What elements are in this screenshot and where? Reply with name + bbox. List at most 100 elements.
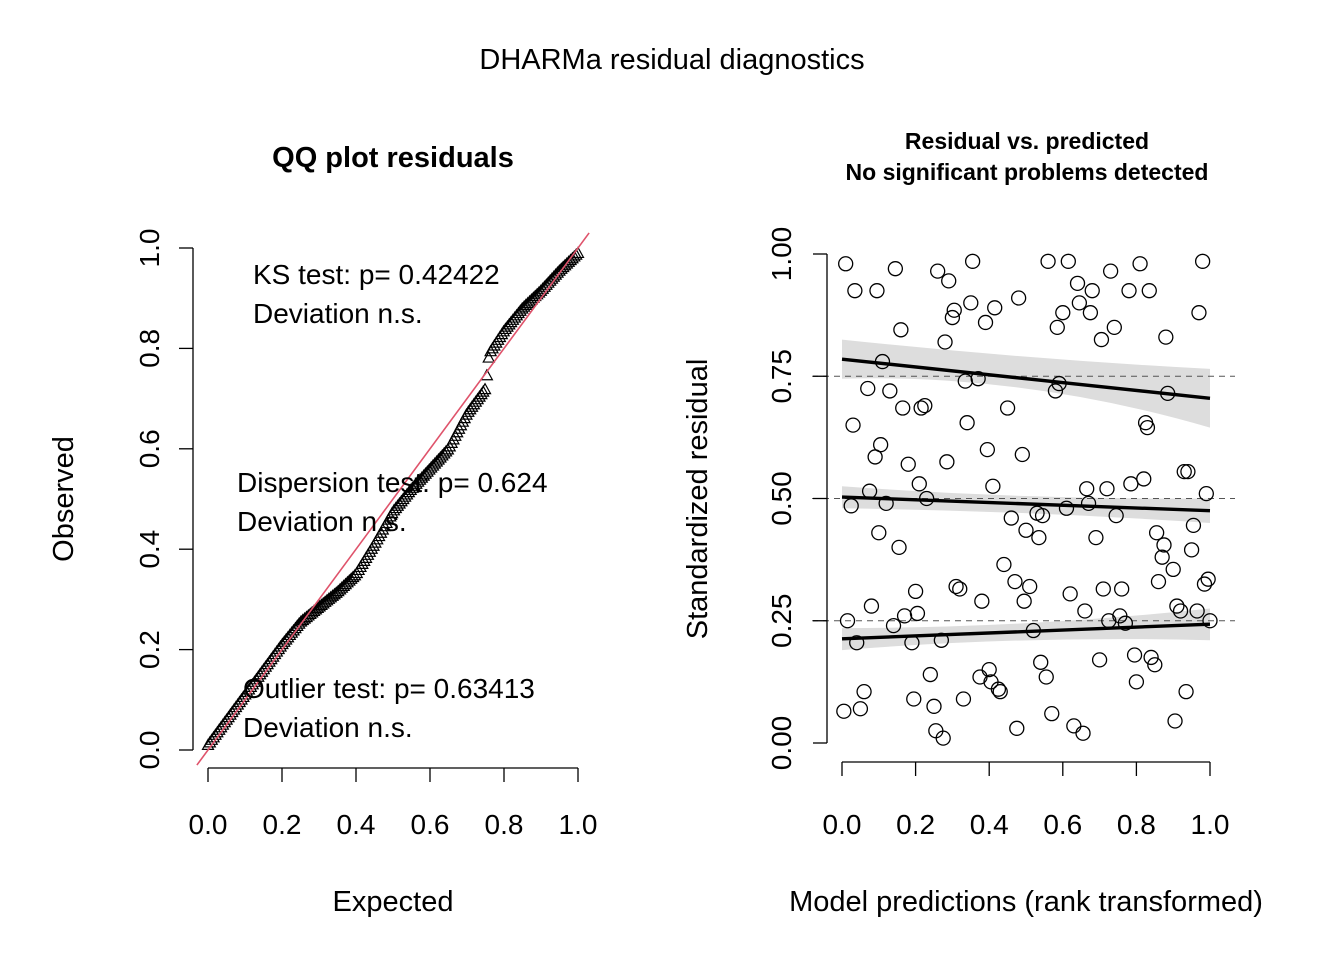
residual-y-tick-label: 1.00 bbox=[766, 227, 797, 282]
residual-point bbox=[1049, 319, 1065, 336]
residual-point bbox=[1058, 500, 1075, 516]
residual-point bbox=[869, 283, 885, 299]
qq-y-tick-label: 1.0 bbox=[134, 229, 165, 268]
residual-vs-predicted-panel: Residual vs. predicted No significant pr… bbox=[682, 128, 1263, 918]
residual-point bbox=[904, 635, 920, 651]
residual-point bbox=[1141, 283, 1157, 299]
residual-point bbox=[1084, 283, 1100, 299]
residual-y-tick-label: 0.25 bbox=[766, 594, 797, 649]
residual-point bbox=[1091, 652, 1108, 668]
residual-point bbox=[1016, 593, 1032, 609]
qq-point bbox=[482, 350, 496, 363]
residual-point bbox=[1047, 383, 1064, 399]
residual-point bbox=[836, 703, 852, 719]
qq-point bbox=[478, 382, 492, 395]
figure-title: DHARMa residual diagnostics bbox=[479, 44, 864, 76]
residual-point bbox=[909, 605, 926, 622]
residual-point bbox=[1062, 586, 1078, 602]
residual-point bbox=[1080, 495, 1097, 512]
residual-point bbox=[944, 309, 961, 326]
residual-point bbox=[872, 437, 889, 453]
qq-x-tick-label: 0.0 bbox=[189, 809, 228, 840]
qq-point bbox=[409, 477, 423, 489]
qq-point bbox=[413, 473, 427, 485]
qq-y-tick-label: 0.4 bbox=[134, 530, 165, 569]
residual-point bbox=[895, 400, 911, 416]
residual-point bbox=[893, 322, 909, 338]
residual-point bbox=[955, 691, 972, 707]
residual-point bbox=[1010, 290, 1027, 306]
residual-point bbox=[1172, 603, 1189, 619]
residual-point bbox=[1095, 581, 1111, 597]
residual-x-tick-label: 0.8 bbox=[1117, 809, 1156, 840]
residual-point bbox=[974, 593, 990, 609]
qq-point bbox=[445, 436, 459, 448]
quantile-line-0.75 bbox=[841, 357, 1211, 400]
residual-point bbox=[1007, 573, 1023, 590]
residual-point bbox=[1126, 647, 1143, 663]
residual-point bbox=[990, 681, 1007, 697]
residual-point bbox=[1202, 613, 1218, 629]
residual-point bbox=[1075, 725, 1091, 741]
qq-point bbox=[420, 464, 434, 477]
residual-point bbox=[1022, 578, 1038, 595]
residual-point bbox=[1082, 305, 1099, 321]
dispersion-deviation-label: Deviation n.s. bbox=[237, 506, 407, 537]
residual-point bbox=[878, 495, 894, 512]
residual-point bbox=[1158, 329, 1174, 345]
residual-point bbox=[987, 300, 1003, 316]
residual-point bbox=[1040, 253, 1056, 269]
residual-point bbox=[913, 400, 929, 416]
residual-point bbox=[906, 691, 922, 707]
residual-point bbox=[861, 483, 878, 499]
residual-point bbox=[1051, 375, 1067, 392]
residual-point bbox=[1077, 603, 1093, 619]
qq-x-tick-label: 0.4 bbox=[337, 809, 376, 840]
qq-x-tick-label: 1.0 bbox=[559, 809, 598, 840]
residual-point bbox=[852, 701, 869, 717]
residual-point bbox=[1108, 507, 1124, 524]
residual-point bbox=[1200, 571, 1216, 587]
residual-x-tick-label: 1.0 bbox=[1191, 809, 1230, 840]
qq-point bbox=[432, 452, 446, 465]
residual-point bbox=[918, 490, 935, 507]
residual-point bbox=[1033, 654, 1049, 670]
residual-point bbox=[1031, 529, 1047, 546]
residual-point bbox=[917, 397, 933, 414]
residual-point bbox=[1123, 476, 1139, 492]
qq-axes: 0.0 0.2 0.4 0.6 0.8 1.0 0.0 0.2 0.4 0.6 0.8 1.0 bbox=[134, 229, 597, 840]
residual-point bbox=[928, 723, 944, 739]
residual-point bbox=[926, 698, 942, 714]
confidence-band-q0.75 bbox=[842, 339, 1210, 428]
residual-point bbox=[1117, 615, 1134, 631]
residual-point bbox=[939, 454, 955, 470]
residual-point bbox=[1018, 522, 1034, 538]
residual-point bbox=[1136, 471, 1152, 487]
residual-point bbox=[1034, 507, 1051, 524]
residual-point bbox=[1066, 718, 1082, 734]
residual-point bbox=[1160, 385, 1176, 402]
residual-x-tick-label: 0.6 bbox=[1043, 809, 1082, 840]
residual-point bbox=[1069, 275, 1086, 291]
residual-point bbox=[977, 314, 994, 331]
residual-point bbox=[1183, 542, 1200, 558]
residual-point bbox=[1198, 485, 1214, 502]
residual-point bbox=[981, 662, 997, 678]
residual-point bbox=[941, 273, 957, 289]
residual-point bbox=[930, 263, 946, 279]
residual-plot-title-line2: No significant problems detected bbox=[846, 159, 1209, 185]
residual-point bbox=[1128, 674, 1145, 690]
qq-y-tick-label: 0.8 bbox=[134, 329, 165, 368]
residual-point bbox=[891, 539, 907, 556]
qq-point bbox=[433, 450, 447, 463]
residual-point bbox=[1147, 657, 1163, 673]
residual-y-axis-label: Standardized residual bbox=[682, 359, 714, 640]
residual-point bbox=[874, 353, 891, 370]
qq-point bbox=[435, 448, 449, 461]
qq-point bbox=[406, 481, 420, 493]
residual-y-tick-label: 0.75 bbox=[766, 349, 797, 404]
residual-point bbox=[948, 578, 964, 595]
residual-point bbox=[1102, 263, 1119, 279]
residual-point bbox=[1101, 613, 1117, 629]
